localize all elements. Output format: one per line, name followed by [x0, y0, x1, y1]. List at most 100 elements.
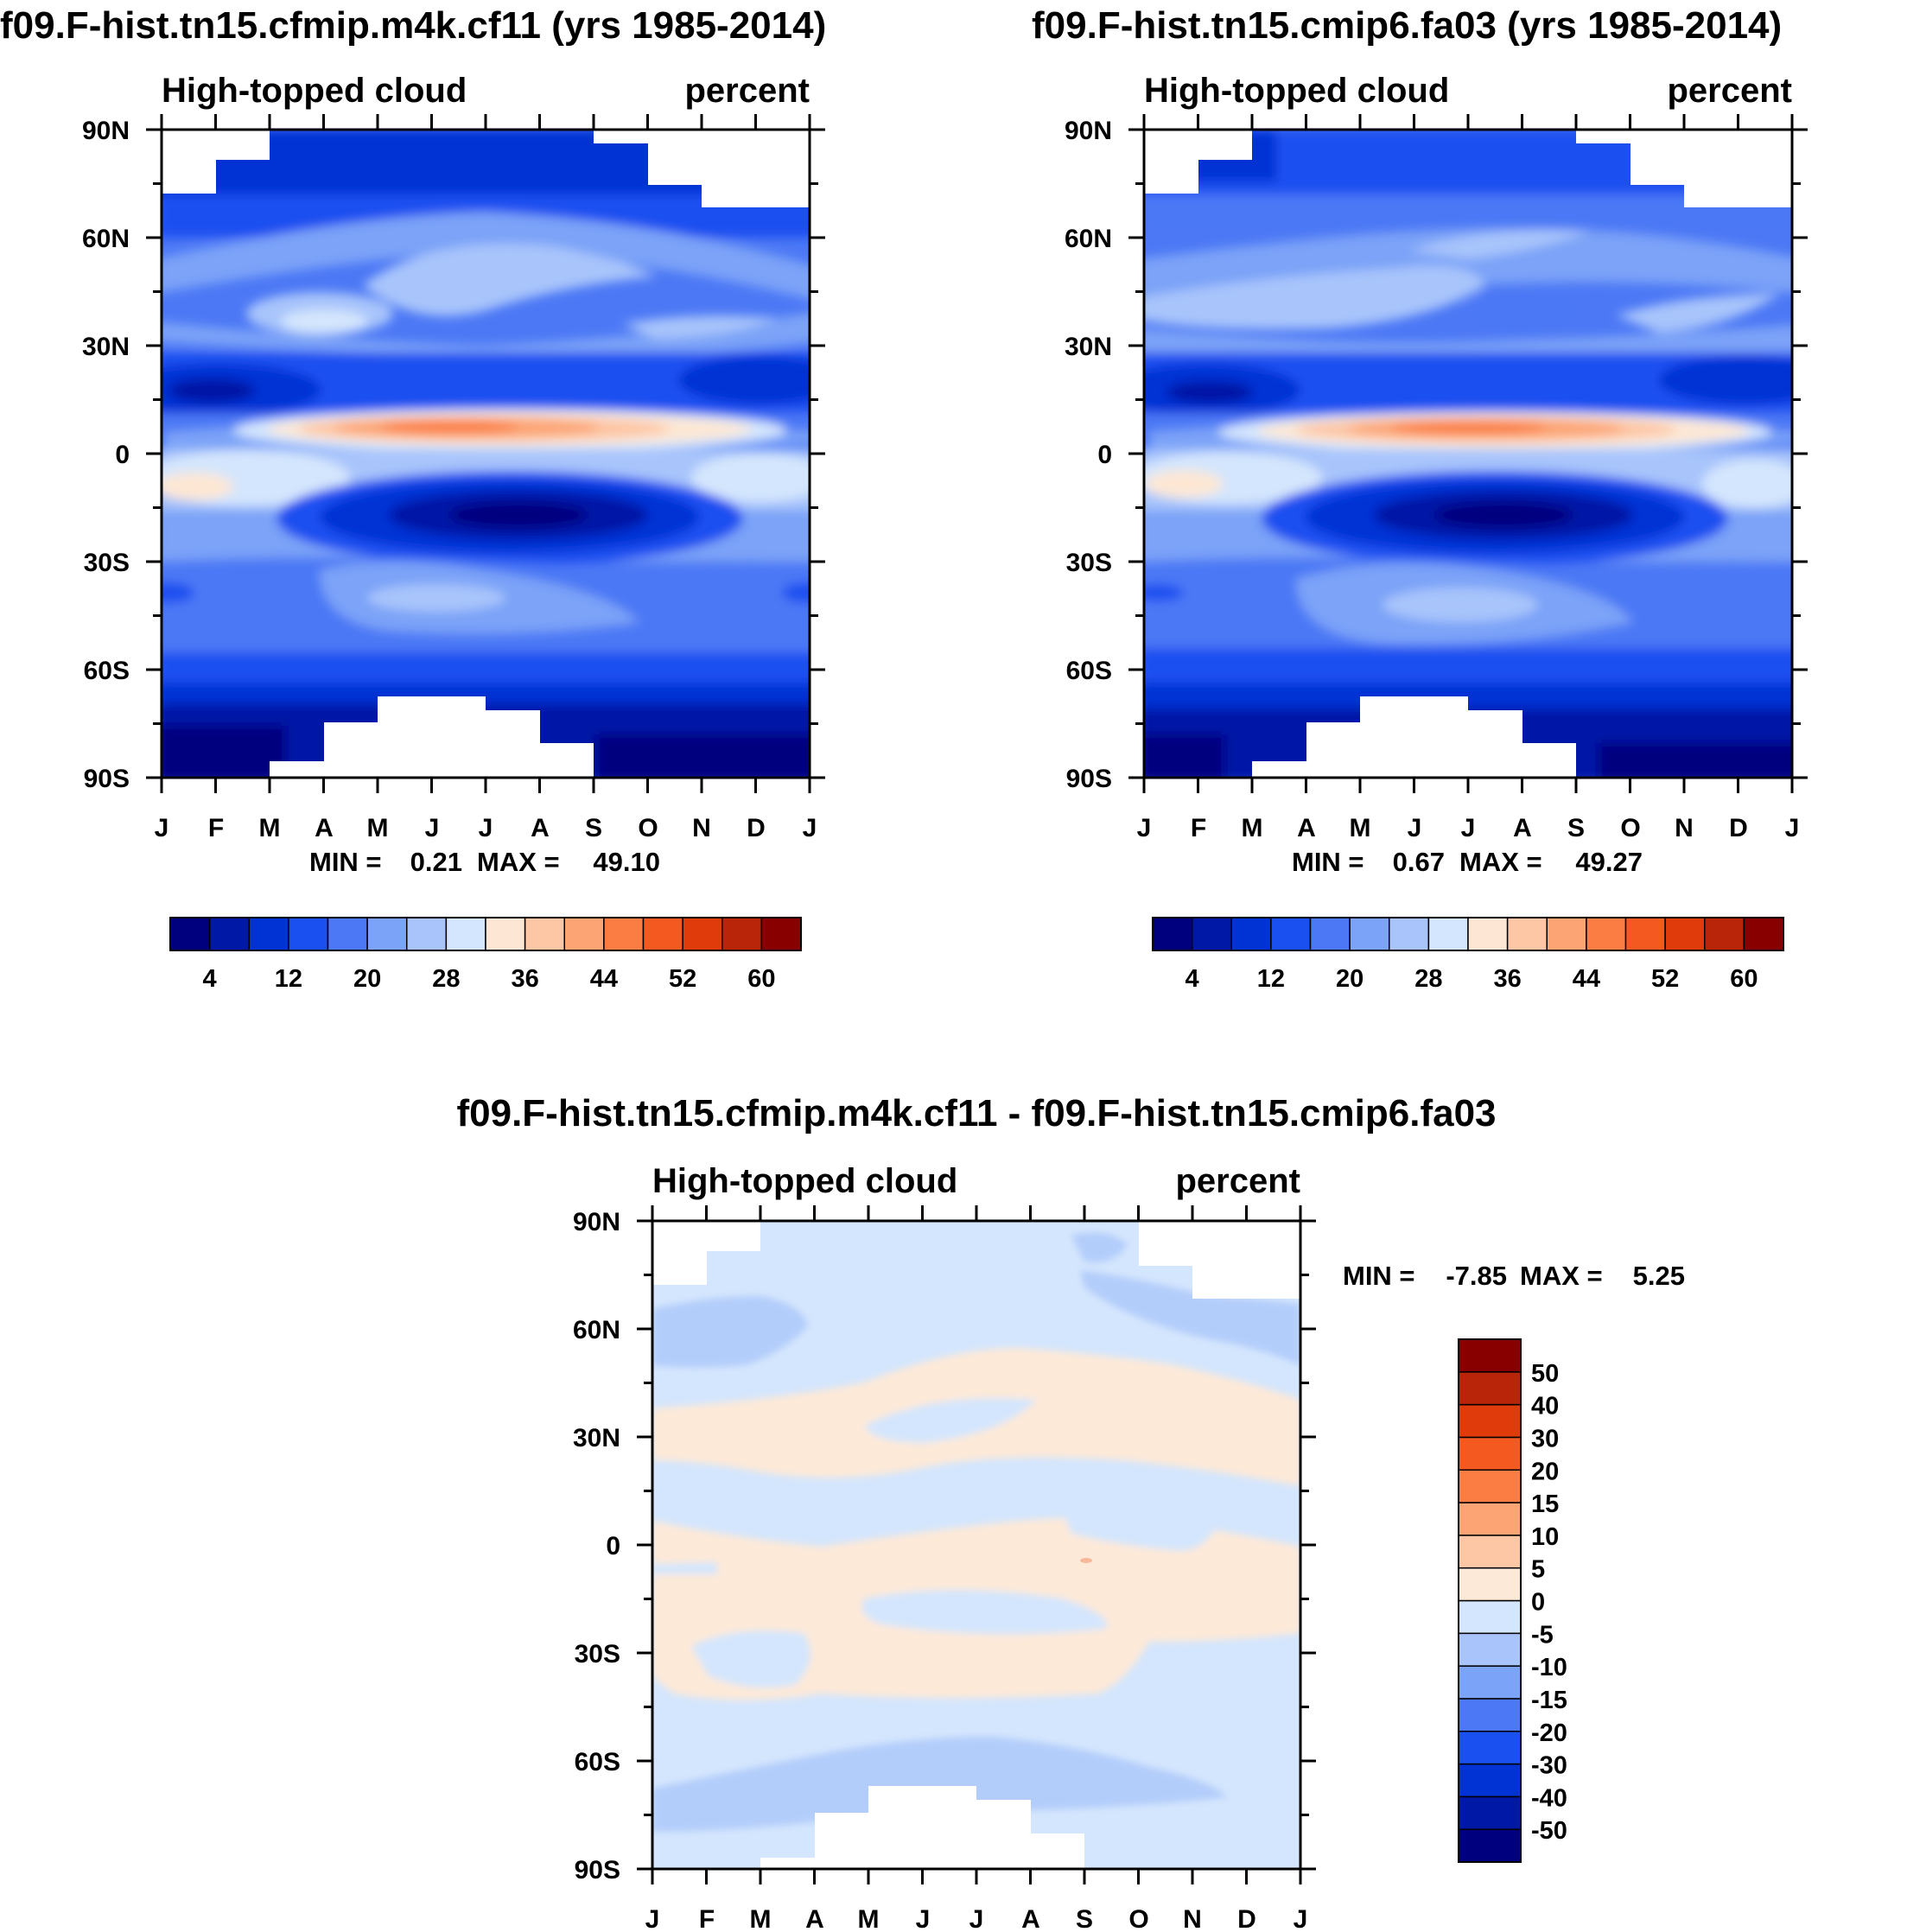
- panel-1-x-tick-may: M: [367, 814, 389, 842]
- panel-2-y-tick-30s: 30S: [1066, 549, 1112, 577]
- panel-2-colorbar: 4 12 20 28 36 44 52 60: [1152, 917, 1784, 993]
- panel-1-y-tick-30s: 30S: [84, 549, 130, 577]
- colorbar-swatch: [1704, 917, 1745, 951]
- panel-1-x-tick-mar: M: [259, 814, 281, 842]
- colorbar-swatch: [1586, 917, 1627, 951]
- colorbar-label: 36: [1493, 965, 1521, 993]
- panel-1-y-tick-30n: 30N: [82, 333, 130, 361]
- colorbar-swatch: [327, 917, 368, 951]
- colorbar-swatch: [1458, 1338, 1522, 1373]
- panel-3-max-value: 5.25: [1633, 1261, 1685, 1291]
- panel-3-min-value: -7.85: [1446, 1261, 1507, 1291]
- panel-1-y-axis: 90N 60N 30N 0 30S 60S 90S: [82, 117, 130, 793]
- colorbar-swatch: [288, 917, 329, 951]
- panel-1-x-tick-dec: D: [747, 814, 766, 842]
- colorbar-label: -30: [1531, 1752, 1567, 1780]
- colorbar-swatch: [1191, 917, 1232, 951]
- colorbar-swatch: [1624, 917, 1666, 951]
- panel-1-tick-marks: [146, 114, 825, 793]
- panel-1-y-tick-0: 0: [115, 441, 130, 469]
- panel-3-contour-field: [652, 1221, 1300, 1869]
- colorbar-swatch: [169, 917, 211, 951]
- colorbar-swatch: [1349, 917, 1390, 951]
- colorbar-label: 20: [353, 965, 381, 993]
- panel-2-x-tick-sep: S: [1567, 814, 1585, 842]
- colorbar-swatch: [1458, 1403, 1522, 1439]
- colorbar-label: 28: [1414, 965, 1442, 993]
- colorbar-label: -20: [1531, 1719, 1567, 1747]
- panel-3-x-tick-oct: O: [1128, 1905, 1148, 1932]
- colorbar-label: -15: [1531, 1687, 1567, 1714]
- colorbar-swatch: [1230, 917, 1272, 951]
- colorbar-swatch: [1506, 917, 1548, 951]
- panel-3-y-tick-90s: 90S: [575, 1856, 620, 1884]
- panel-3-min-max: MIN = -7.85 MAX = 5.25: [1343, 1261, 1685, 1291]
- panel-1-min-max: MIN = 0.21 MAX = 49.10: [309, 847, 660, 877]
- colorbar-swatch: [485, 917, 526, 951]
- colorbar-label: 36: [511, 965, 538, 993]
- colorbar-label: 60: [747, 965, 775, 993]
- panel-2-x-tick-mar: M: [1242, 814, 1263, 842]
- colorbar-label: 30: [1531, 1425, 1559, 1452]
- panel-2-title: f09.F-hist.tn15.cmip6.fa03 (yrs 1985-201…: [1032, 4, 1782, 47]
- panel-1-y-tick-90n: 90N: [82, 117, 130, 145]
- panel-3-x-tick-jan: J: [645, 1905, 660, 1932]
- panel-3-x-tick-mar: M: [750, 1905, 772, 1932]
- panel-3-y-tick-0: 0: [606, 1532, 620, 1560]
- colorbar-label: -50: [1531, 1817, 1567, 1845]
- colorbar-label: 4: [203, 965, 217, 993]
- panel-2-x-tick-may: M: [1350, 814, 1371, 842]
- colorbar-swatch: [1427, 917, 1469, 951]
- colorbar-swatch: [603, 917, 645, 951]
- panel-3-x-tick-dec: D: [1237, 1905, 1256, 1932]
- colorbar-label: 44: [1573, 965, 1600, 993]
- panel-1-variable-label: High-topped cloud: [162, 72, 467, 110]
- panel-3-units-label: percent: [1176, 1162, 1301, 1200]
- panel-1-min-label: MIN =: [309, 847, 382, 877]
- panel-1-contour-field: [162, 130, 810, 778]
- colorbar-swatch: [1458, 1632, 1522, 1667]
- colorbar-swatch: [1389, 917, 1430, 951]
- colorbar-swatch: [1458, 1698, 1522, 1732]
- colorbar-label: 60: [1730, 965, 1758, 993]
- colorbar-swatch: [1743, 917, 1784, 951]
- panel-2: f09.F-hist.tn15.cmip6.fa03 (yrs 1985-201…: [1032, 4, 1808, 993]
- panel-2-y-axis: 90N 60N 30N 0 30S 60S 90S: [1065, 117, 1112, 793]
- panel-2-x-tick-feb: F: [1191, 814, 1206, 842]
- panel-2-min-value: 0.67: [1393, 847, 1445, 877]
- panel-3-y-tick-90n: 90N: [573, 1208, 620, 1236]
- panel-1-units-label: percent: [685, 72, 810, 110]
- colorbar-label: 0: [1531, 1589, 1545, 1617]
- colorbar-swatch: [406, 917, 448, 951]
- panel-2-min-label: MIN =: [1292, 847, 1364, 877]
- colorbar-label: 10: [1531, 1523, 1559, 1551]
- panel-1-x-axis: J F M A M J J A S O N D J: [155, 814, 817, 842]
- panel-3-x-tick-jun: J: [916, 1905, 931, 1932]
- colorbar-swatch: [682, 917, 723, 951]
- colorbar-label: 4: [1186, 965, 1199, 993]
- panel-3-x-tick-jul: J: [969, 1905, 984, 1932]
- colorbar-label: 5: [1531, 1556, 1545, 1584]
- panel-2-x-tick-jul: J: [1461, 814, 1476, 842]
- panel-1-x-tick-apr: A: [315, 814, 334, 842]
- panel-1-min-value: 0.21: [410, 847, 462, 877]
- panel-1-colorbar: 4 12 20 28 36 44 52 60: [169, 917, 802, 993]
- panel-3-x-tick-aug: A: [1021, 1905, 1040, 1932]
- colorbar-swatch: [721, 917, 763, 951]
- panel-3-y-tick-60n: 60N: [573, 1316, 620, 1344]
- colorbar-swatch: [1458, 1763, 1522, 1798]
- panel-2-max-label: MAX =: [1459, 847, 1542, 877]
- colorbar-swatch: [1458, 1371, 1522, 1406]
- colorbar-swatch: [1309, 917, 1351, 951]
- colorbar-swatch: [1467, 917, 1509, 951]
- panel-2-y-tick-0: 0: [1097, 441, 1112, 469]
- colorbar-label: 12: [275, 965, 302, 993]
- colorbar-label: -10: [1531, 1654, 1567, 1681]
- colorbar-swatch: [1458, 1599, 1522, 1635]
- panel-1-y-tick-60n: 60N: [82, 225, 130, 253]
- panel-3-x-tick-feb: F: [699, 1905, 715, 1932]
- colorbar-swatch: [1458, 1502, 1522, 1536]
- panel-2-x-tick-nov: N: [1675, 814, 1694, 842]
- colorbar-swatch: [1458, 1436, 1522, 1471]
- colorbar-swatch: [1458, 1567, 1522, 1602]
